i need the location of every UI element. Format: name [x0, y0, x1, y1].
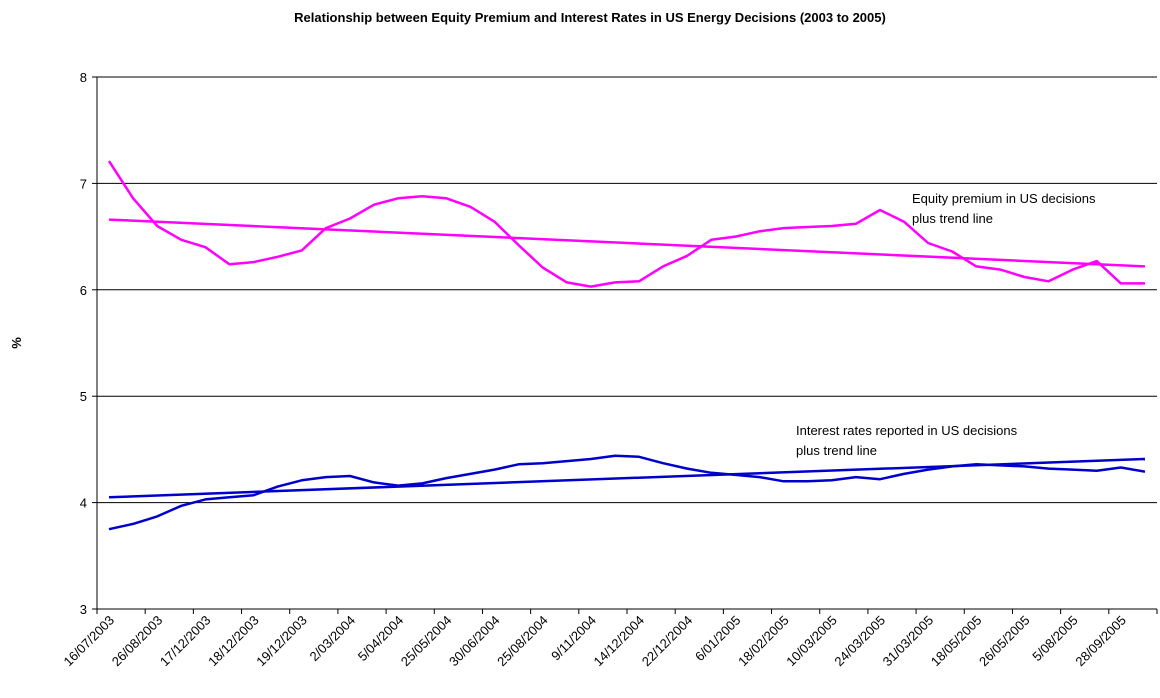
x-tick-label: 18/05/2005: [928, 613, 985, 670]
series-annotation: Equity premium in US decisions: [912, 191, 1096, 206]
x-tick-label: 31/03/2005: [880, 613, 937, 670]
x-tick-label: 22/12/2004: [639, 613, 696, 670]
x-tick-label: 18/02/2005: [735, 613, 792, 670]
series-annotation: Interest rates reported in US decisions: [796, 423, 1018, 438]
trend-line: [108, 457, 1146, 499]
y-tick-label: 6: [80, 283, 87, 298]
x-tick-label: 30/06/2004: [446, 613, 503, 670]
y-tick-label: 3: [80, 602, 87, 617]
x-tick-label: 2/03/2004: [307, 613, 359, 665]
x-tick-label: 10/03/2005: [783, 613, 840, 670]
x-tick-label: 18/12/2003: [205, 613, 262, 670]
y-tick-label: 8: [80, 70, 87, 85]
series-annotation: plus trend line: [796, 443, 877, 458]
x-tick-label: 6/01/2005: [692, 613, 744, 665]
x-tick-label: 24/03/2005: [831, 613, 888, 670]
x-tick-label: 5/04/2004: [355, 613, 407, 665]
y-tick-label: 5: [80, 389, 87, 404]
chart-title: Relationship between Equity Premium and …: [294, 10, 886, 25]
y-tick-label: 7: [80, 176, 87, 191]
x-tick-label: 9/11/2004: [548, 613, 599, 664]
y-tick-label: 4: [80, 496, 87, 511]
x-tick-label: 25/05/2004: [398, 613, 455, 670]
x-tick-label: 26/08/2003: [109, 613, 166, 670]
x-tick-label: 16/07/2003: [61, 613, 118, 670]
y-axis-label: %: [9, 337, 24, 349]
x-tick-label: 5/08/2005: [1029, 613, 1081, 665]
x-tick-label: 19/12/2003: [253, 613, 310, 670]
x-tick-label: 26/05/2005: [976, 613, 1033, 670]
x-tick-label: 17/12/2003: [157, 613, 214, 670]
x-tick-label: 25/08/2004: [494, 613, 551, 670]
x-tick-label: 14/12/2004: [591, 613, 648, 670]
trend-line: [108, 218, 1146, 268]
series-annotation: plus trend line: [912, 211, 993, 226]
series-line: [107, 160, 1145, 288]
x-tick-label: 28/09/2005: [1072, 613, 1129, 670]
